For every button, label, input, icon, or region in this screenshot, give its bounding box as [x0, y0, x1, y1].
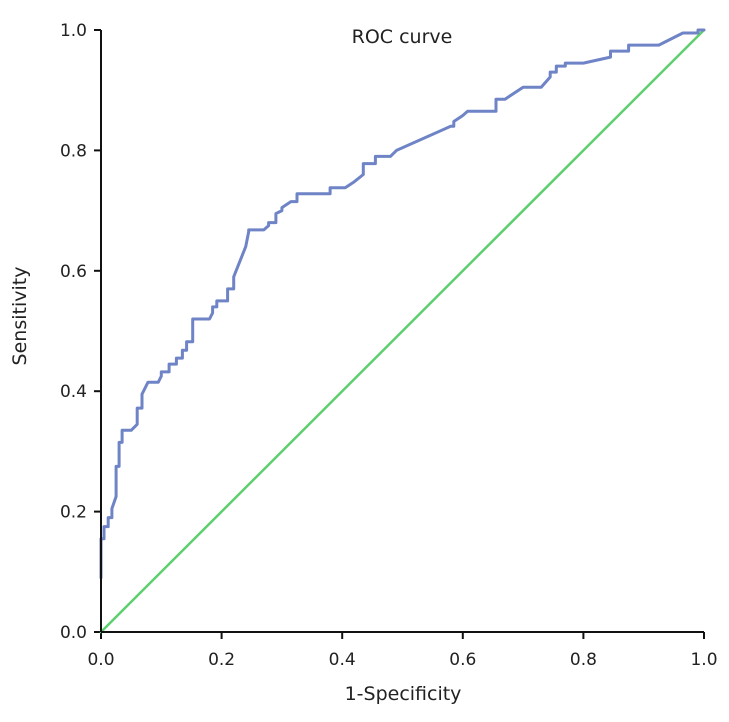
x-tick-label: 0.8	[570, 650, 597, 670]
y-tick-label: 0.2	[60, 503, 87, 523]
x-tick-label: 0.2	[208, 650, 235, 670]
y-tick-label: 0.4	[60, 382, 87, 402]
y-tick-label: 0.8	[60, 141, 87, 161]
x-tick-label: 0.0	[87, 650, 114, 670]
chart-title: ROC curve	[352, 26, 453, 48]
y-tick-label: 0.6	[60, 262, 87, 282]
reference-diagonal-line	[99, 28, 706, 634]
x-axis-ticks: 0.0 0.2 0.4 0.6 0.8 1.0	[87, 632, 718, 670]
y-axis-ticks: 0.0 0.2 0.4 0.6 0.8 1.0	[60, 21, 101, 643]
x-axis-title: 1-Specificity	[345, 683, 462, 705]
roc-curve-line	[99, 28, 706, 580]
x-tick-label: 0.4	[329, 650, 356, 670]
x-tick-label: 0.6	[449, 650, 476, 670]
x-tick-label: 1.0	[690, 650, 717, 670]
y-tick-label: 0.0	[60, 623, 87, 643]
y-axis-title: Sensitivity	[9, 267, 31, 366]
y-tick-label: 1.0	[60, 21, 87, 41]
series-layer	[99, 28, 706, 634]
